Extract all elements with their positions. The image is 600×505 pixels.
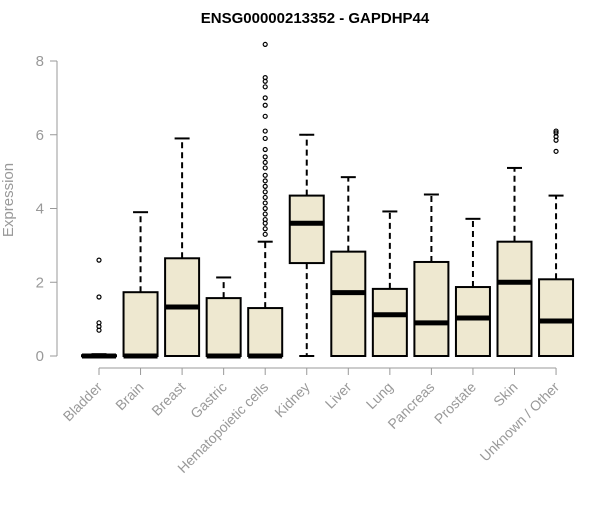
outlier-point <box>262 113 268 119</box>
y-axis-label: Expression <box>0 163 17 237</box>
outlier-point <box>262 135 268 142</box>
x-tick-label: Unknown / Other <box>477 379 563 465</box>
box-group <box>496 166 533 357</box>
y-tick-label: 2 <box>36 274 44 291</box>
box <box>413 260 450 357</box>
y-tick-label: 4 <box>36 201 44 218</box>
x-tick-label: Brain <box>112 379 146 413</box>
y-tick-label: 6 <box>36 127 44 144</box>
box <box>330 250 367 357</box>
x-tick-label: Liver <box>322 379 355 412</box>
outlier-point <box>262 231 268 237</box>
outlier-point <box>262 205 268 212</box>
box <box>205 297 242 358</box>
box <box>454 286 491 358</box>
outlier-point <box>262 159 268 166</box>
box-group <box>122 211 159 359</box>
outlier-point <box>96 257 102 263</box>
box-group <box>371 210 408 358</box>
outlier-point <box>262 41 268 48</box>
box <box>288 194 325 265</box>
outlier-point <box>262 165 268 171</box>
outlier-point <box>553 148 559 154</box>
box <box>122 291 159 357</box>
outlier-point <box>262 95 268 101</box>
outlier-point <box>553 128 559 134</box>
outlier-point <box>262 226 268 232</box>
outlier-point <box>262 200 268 206</box>
box-group <box>413 193 450 357</box>
x-tick-label: Kidney <box>271 379 313 421</box>
box <box>371 287 408 358</box>
x-tick-label: Lung <box>363 379 396 412</box>
outlier-point <box>262 178 268 184</box>
box-group <box>247 41 284 359</box>
box-group <box>205 276 242 359</box>
outlier-point <box>262 211 268 217</box>
outlier-point <box>96 294 102 300</box>
box <box>247 307 284 357</box>
outlier-point <box>262 84 268 90</box>
outlier-point <box>96 320 102 326</box>
outlier-point <box>262 189 268 195</box>
x-tick-label: Breast <box>148 379 188 419</box>
y-axis: 0 2 4 6 8 <box>36 53 58 365</box>
chart-title: ENSG00000213352 - GAPDHP44 <box>201 10 430 27</box>
box-group <box>538 128 575 357</box>
x-tick-label: Skin <box>490 379 521 410</box>
box-group <box>81 257 117 359</box>
x-tick-label: Bladder <box>60 379 106 425</box>
y-tick-label: 0 <box>36 348 44 365</box>
outlier-point <box>262 183 268 189</box>
outlier-point <box>262 102 268 108</box>
outlier-point <box>262 216 268 223</box>
box-group <box>330 176 367 357</box>
y-tick-label: 8 <box>36 53 44 70</box>
outlier-point <box>262 194 268 201</box>
plot-area <box>81 41 575 359</box>
box-group <box>454 217 491 358</box>
outlier-point <box>262 74 268 81</box>
box <box>496 240 533 357</box>
box <box>538 278 575 357</box>
outlier-point <box>553 130 559 136</box>
box-group <box>288 133 325 357</box>
outlier-point <box>262 154 268 160</box>
outlier-point <box>262 172 268 178</box>
outlier-point <box>262 146 268 153</box>
box-group <box>164 137 201 357</box>
x-tick-label: Prostate <box>431 379 479 427</box>
outlier-point <box>262 128 268 134</box>
